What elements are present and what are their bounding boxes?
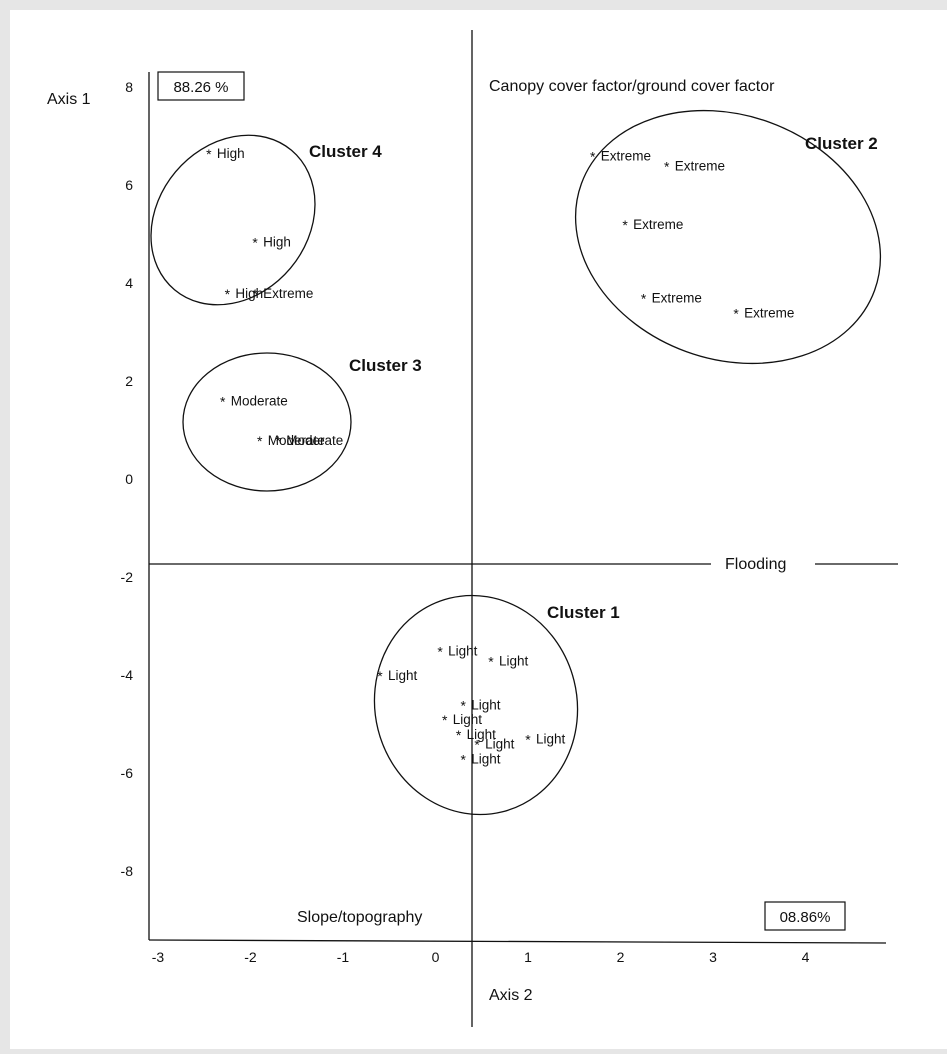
data-point-marker: * — [488, 653, 494, 669]
data-point-label: Moderate — [286, 433, 343, 448]
data-point-label: Extreme — [744, 305, 794, 320]
data-point-label: Light — [467, 727, 497, 742]
data-point-label: Light — [536, 732, 566, 747]
cluster-3-ellipse — [182, 352, 352, 492]
y-tick-label: -2 — [121, 569, 134, 585]
data-point-marker: * — [442, 712, 448, 728]
data-point-label: Light — [471, 751, 501, 766]
data-point-label: High — [217, 146, 245, 161]
data-point-label: Moderate — [231, 394, 288, 409]
y-tick-label: 2 — [125, 373, 133, 389]
data-point-label: High — [263, 234, 291, 249]
chart-frame: Axis 1 Axis 2 88.26 % 08.86% Canopy cove… — [10, 10, 947, 1049]
y-tick-label: -8 — [121, 863, 134, 879]
data-point-marker: * — [437, 644, 443, 660]
axis2-percent-label: 08.86% — [780, 909, 831, 926]
x-axis-line — [148, 939, 887, 944]
data-point-marker: * — [456, 727, 462, 743]
data-point-marker: * — [276, 433, 282, 449]
y-tick-label: -4 — [121, 667, 134, 683]
data-point-marker: * — [474, 737, 480, 753]
y-tick-label: 4 — [125, 275, 133, 291]
axis2-percent-box — [764, 901, 846, 931]
y-tick-label: 8 — [125, 79, 133, 95]
y-tick-label: 6 — [125, 177, 133, 193]
canopy-factor-label: Canopy cover factor/ground cover factor — [489, 78, 775, 95]
data-point-marker: * — [733, 305, 739, 321]
data-point-label: Light — [499, 653, 529, 668]
data-point-marker: * — [525, 732, 531, 748]
data-point-label: Moderate — [268, 433, 325, 448]
cluster-biplot: Axis 1 Axis 2 88.26 % 08.86% Canopy cove… — [47, 30, 898, 1027]
data-point-marker: * — [252, 286, 258, 302]
data-point-marker: * — [225, 286, 231, 302]
x-tick-label: 0 — [432, 949, 440, 965]
cluster-4-title: Cluster 4 — [309, 142, 382, 161]
data-point-marker: * — [461, 751, 467, 767]
data-point-label: Extreme — [263, 286, 313, 301]
flooding-label: Flooding — [725, 556, 786, 573]
data-point-label: Extreme — [633, 217, 683, 232]
data-point-marker: * — [257, 433, 263, 449]
cluster-2-ellipse — [574, 109, 882, 365]
data-point-marker: * — [641, 291, 647, 307]
data-point-marker: * — [461, 697, 467, 713]
data-point-marker: * — [664, 158, 670, 174]
x-tick-label: 3 — [709, 949, 717, 965]
x-tick-label: -2 — [244, 949, 257, 965]
x-axis-title: Axis 2 — [489, 987, 533, 1004]
data-point-label: High — [235, 286, 263, 301]
slope-label: Slope/topography — [297, 909, 422, 926]
data-point-marker: * — [590, 149, 596, 165]
data-point-marker: * — [377, 668, 383, 684]
y-tick-label: -6 — [121, 765, 134, 781]
data-points: * Light* Light* Light* Light* Light* Light* Lig… — [206, 146, 794, 767]
cluster-2-title: Cluster 2 — [805, 134, 878, 153]
axis1-percent-label: 88.26 % — [173, 79, 228, 96]
cluster-3-title: Cluster 3 — [349, 356, 422, 375]
data-point-label: Extreme — [652, 291, 702, 306]
data-point-label: Extreme — [675, 158, 725, 173]
y-tick-label: 0 — [125, 471, 133, 487]
tick-labels: -3 -2 -1 0 1 2 3 4 8 6 4 2 0 -2 -4 -6 -8 — [121, 79, 810, 965]
x-tick-label: 2 — [617, 949, 625, 965]
x-tick-label: -3 — [152, 949, 165, 965]
data-point-marker: * — [252, 234, 258, 250]
cluster-4-ellipse — [150, 134, 316, 306]
x-tick-label: -1 — [337, 949, 350, 965]
axis1-percent-box — [157, 71, 245, 101]
data-point-label: Light — [485, 737, 515, 752]
y-axis-title: Axis 1 — [47, 91, 91, 108]
data-point-marker: * — [206, 146, 212, 162]
x-tick-label: 4 — [802, 949, 810, 965]
data-point-marker: * — [220, 394, 226, 410]
data-point-marker: * — [622, 217, 628, 233]
data-point-label: Light — [448, 644, 478, 659]
data-point-label: Light — [388, 668, 418, 683]
x-tick-label: 1 — [524, 949, 532, 965]
data-point-label: Extreme — [601, 149, 651, 164]
cluster-1-ellipse — [373, 594, 579, 816]
data-point-label: Light — [471, 697, 501, 712]
cluster-1-title: Cluster 1 — [547, 603, 620, 622]
data-point-label: Light — [453, 712, 483, 727]
